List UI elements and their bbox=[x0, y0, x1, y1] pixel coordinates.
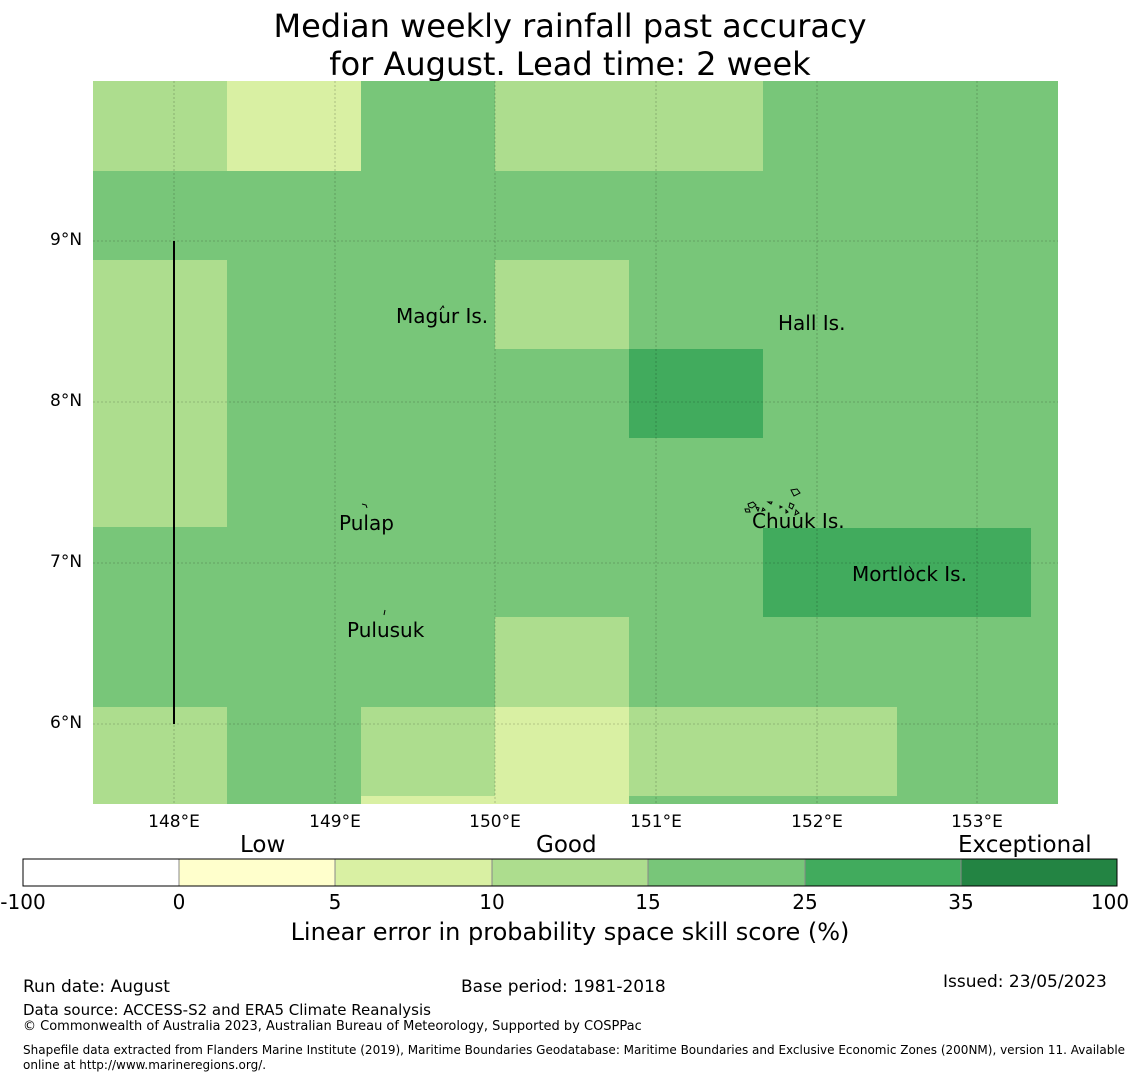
colorbar-segment bbox=[179, 859, 335, 886]
place-label-hall: Hall Is. bbox=[778, 311, 846, 335]
lon-tick-label: 153°E bbox=[951, 812, 1003, 832]
colorbar-segment bbox=[648, 859, 805, 886]
colorbar-tick-label: 5 bbox=[328, 890, 342, 914]
lat-tick-label: 6°N bbox=[50, 713, 83, 733]
grid-cell bbox=[93, 707, 227, 804]
lon-tick-label: 148°E bbox=[148, 812, 200, 832]
grid-cell bbox=[629, 349, 763, 438]
colorbar-segment bbox=[335, 859, 492, 886]
colorbar-segment bbox=[23, 859, 179, 886]
island-outlines bbox=[361, 305, 913, 616]
chuuk-lagoon-outline bbox=[744, 488, 801, 516]
lon-tick-label: 152°E bbox=[791, 812, 843, 832]
grid-cell bbox=[93, 81, 227, 171]
colorbar-tick-label: -100 bbox=[0, 890, 46, 914]
magur-island-outline bbox=[439, 305, 445, 311]
mortlock-island-outline bbox=[908, 565, 913, 571]
place-label-mortlock: Mortlock Is. bbox=[852, 562, 967, 586]
category-label-low: Low bbox=[240, 832, 286, 858]
data-source-text: Data source: ACCESS-S2 and ERA5 Climate … bbox=[23, 1001, 431, 1019]
colorbar-tick-label: 100 bbox=[1090, 890, 1130, 914]
category-label-exceptional: Exceptional bbox=[958, 832, 1092, 858]
grid-cell bbox=[93, 260, 227, 527]
base-period-text: Base period: 1981-2018 bbox=[461, 977, 666, 997]
pulusuk-island-outline bbox=[383, 609, 386, 616]
colorbar bbox=[22, 858, 1118, 887]
lat-tick-label: 8°N bbox=[50, 391, 83, 411]
place-label-pulap: Pulap bbox=[339, 511, 394, 535]
copyright-text: © Commonwealth of Australia 2023, Austra… bbox=[23, 1019, 642, 1034]
colorbar-tick-label: 15 bbox=[635, 890, 661, 914]
lon-tick-label: 151°E bbox=[630, 812, 682, 832]
colorbar-segment bbox=[805, 859, 961, 886]
grid-cell bbox=[361, 796, 495, 804]
grid-cell bbox=[495, 617, 629, 707]
colorbar-segment bbox=[492, 859, 648, 886]
run-date-text: Run date: August bbox=[23, 977, 170, 997]
grid-cell bbox=[763, 528, 1031, 617]
colorbar-axis-label: Linear error in probability space skill … bbox=[290, 918, 850, 946]
colorbar-segment bbox=[961, 859, 1117, 886]
place-label-magur: Magur Is. bbox=[396, 304, 489, 328]
grid-cell bbox=[629, 707, 897, 796]
grid-cell bbox=[361, 707, 495, 796]
category-label-good: Good bbox=[536, 832, 597, 858]
place-label-pulusuk: Pulusuk bbox=[347, 618, 425, 642]
lon-tick-label: 150°E bbox=[469, 812, 521, 832]
chart-title-line-2: for August. Lead time: 2 week bbox=[329, 45, 811, 83]
lat-tick-label: 7°N bbox=[50, 552, 83, 572]
colorbar-tick-label: 10 bbox=[479, 890, 505, 914]
lon-tick-label: 149°E bbox=[309, 812, 361, 832]
colorbar-frame bbox=[22, 858, 1118, 887]
chart-title-line-1: Median weekly rainfall past accuracy bbox=[273, 7, 867, 45]
issued-date-text: Issued: 23/05/2023 bbox=[943, 972, 1107, 992]
colorbar-tick-label: 25 bbox=[792, 890, 818, 914]
place-label-chuuk: Chuuk Is. bbox=[752, 509, 845, 533]
grid-cell bbox=[495, 707, 629, 804]
skill-grid bbox=[93, 81, 1058, 804]
grid-cell bbox=[495, 260, 629, 349]
shapefile-credit-text: Shapefile data extracted from Flanders M… bbox=[23, 1043, 1126, 1072]
grid-cell bbox=[495, 81, 763, 171]
grid-cell bbox=[227, 81, 361, 171]
colorbar-tick-label: 35 bbox=[948, 890, 974, 914]
lat-tick-label: 9°N bbox=[50, 230, 83, 250]
colorbar-tick-label: 0 bbox=[172, 890, 186, 914]
pulap-island-outline bbox=[361, 503, 368, 509]
